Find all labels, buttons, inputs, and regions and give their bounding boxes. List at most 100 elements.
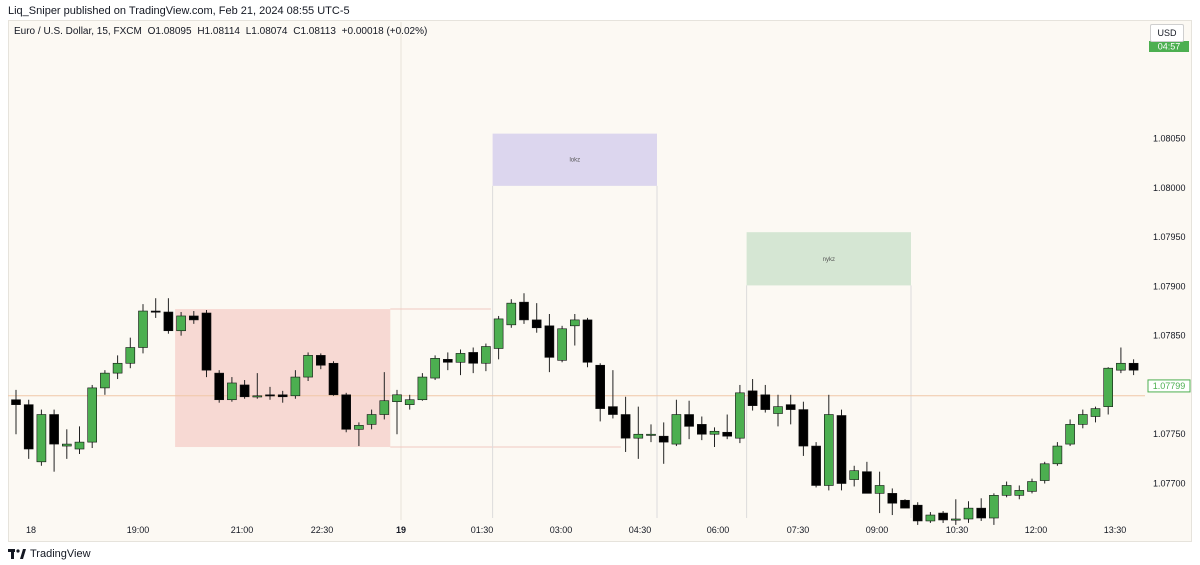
candle[interactable]: [392, 389, 402, 435]
chart-pane[interactable]: [8, 20, 1192, 542]
candle[interactable]: [290, 370, 301, 399]
candle[interactable]: [963, 501, 974, 523]
candle[interactable]: [189, 311, 199, 324]
candle[interactable]: [455, 349, 466, 376]
candle[interactable]: [938, 511, 948, 523]
candle[interactable]: [1052, 442, 1063, 466]
candle[interactable]: [519, 293, 529, 324]
candle[interactable]: [239, 380, 250, 399]
candle[interactable]: [404, 394, 415, 410]
candle[interactable]: [696, 416, 707, 441]
candle[interactable]: [1103, 367, 1113, 415]
candle[interactable]: [773, 394, 783, 427]
candle[interactable]: [366, 409, 377, 430]
candle[interactable]: [176, 312, 186, 336]
candle[interactable]: [760, 384, 771, 413]
candle[interactable]: [468, 347, 479, 374]
candle[interactable]: [582, 317, 593, 368]
candle[interactable]: [709, 427, 720, 448]
footer-brand[interactable]: TradingView: [30, 547, 91, 560]
candle[interactable]: [430, 355, 440, 381]
candle[interactable]: [100, 370, 110, 395]
currency-button[interactable]: USD: [1150, 24, 1184, 42]
candle[interactable]: [874, 471, 885, 514]
candle[interactable]: [1078, 409, 1088, 429]
candle[interactable]: [214, 370, 224, 403]
candle[interactable]: [900, 499, 910, 509]
candle[interactable]: [811, 442, 821, 488]
candle[interactable]: [506, 299, 517, 328]
candle[interactable]: [227, 377, 237, 402]
candle[interactable]: [328, 361, 339, 396]
candle[interactable]: [49, 409, 59, 472]
candle[interactable]: [1128, 359, 1139, 376]
candle[interactable]: [646, 424, 656, 443]
candle[interactable]: [595, 363, 606, 422]
candle[interactable]: [925, 512, 936, 523]
candle[interactable]: [150, 298, 161, 318]
candle[interactable]: [36, 409, 47, 466]
candle[interactable]: [671, 399, 682, 447]
candle[interactable]: [950, 499, 961, 525]
candle[interactable]: [112, 355, 123, 380]
candle[interactable]: [862, 461, 872, 494]
candle[interactable]: [125, 337, 136, 369]
candle[interactable]: [163, 298, 174, 334]
candle[interactable]: [354, 422, 364, 447]
zone-box-2[interactable]: [746, 232, 911, 286]
candle[interactable]: [1027, 478, 1037, 494]
candle[interactable]: [265, 386, 275, 400]
candle[interactable]: [1014, 485, 1025, 500]
candle[interactable]: [633, 406, 644, 459]
candle[interactable]: [608, 370, 618, 419]
candle[interactable]: [252, 373, 263, 399]
candle[interactable]: [481, 343, 491, 372]
candle[interactable]: [315, 353, 326, 370]
candle[interactable]: [823, 394, 834, 491]
candle[interactable]: [201, 310, 212, 378]
candle[interactable]: [341, 392, 352, 433]
candle[interactable]: [785, 394, 796, 425]
candle[interactable]: [544, 313, 555, 373]
symbol-legend[interactable]: Euro / U.S. Dollar, 15, FXCM O1.08095 H1…: [14, 26, 430, 37]
candle[interactable]: [1065, 419, 1075, 447]
candle[interactable]: [277, 390, 288, 403]
candle[interactable]: [531, 303, 542, 333]
candle[interactable]: [1001, 481, 1012, 498]
candle[interactable]: [912, 502, 923, 525]
candle[interactable]: [74, 426, 85, 454]
candle[interactable]: [747, 379, 758, 411]
candle[interactable]: [887, 488, 898, 516]
candle[interactable]: [849, 465, 860, 487]
candle[interactable]: [620, 396, 631, 452]
candle[interactable]: [798, 401, 809, 456]
candle[interactable]: [138, 304, 148, 354]
candle[interactable]: [976, 498, 987, 521]
candle[interactable]: [493, 315, 504, 360]
candle[interactable]: [989, 493, 999, 525]
candle[interactable]: [379, 372, 390, 420]
candle[interactable]: [1116, 347, 1126, 374]
symbol-name[interactable]: Euro / U.S. Dollar, 15, FXCM: [14, 26, 142, 37]
candle[interactable]: [61, 429, 72, 459]
candle[interactable]: [303, 352, 313, 382]
candle[interactable]: [735, 384, 745, 444]
candle[interactable]: [684, 400, 694, 440]
price-tick-label: 1.07700: [1153, 479, 1186, 489]
candle[interactable]: [442, 352, 453, 371]
candle[interactable]: [11, 389, 21, 435]
price-tick-label: 1.07900: [1153, 281, 1186, 291]
candle[interactable]: [836, 409, 847, 491]
candle[interactable]: [87, 384, 97, 449]
candle[interactable]: [569, 313, 580, 346]
candle[interactable]: [23, 399, 34, 459]
candle[interactable]: [557, 325, 567, 363]
candle[interactable]: [417, 373, 428, 401]
price-tick-label: 1.07750: [1153, 429, 1186, 439]
zone-box-1[interactable]: [492, 133, 657, 186]
candle[interactable]: [1039, 461, 1050, 484]
candle[interactable]: [1090, 406, 1101, 423]
candle[interactable]: [722, 414, 733, 440]
candle[interactable]: [658, 422, 669, 464]
